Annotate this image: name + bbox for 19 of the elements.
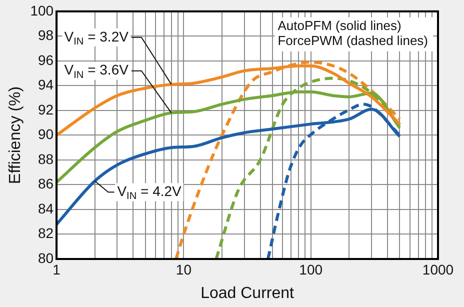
y-tick-label: 98 — [38, 27, 54, 44]
y-tick-label: 80 — [38, 250, 54, 266]
y-tick-label: 96 — [38, 52, 54, 68]
y-tick-label: 84 — [38, 200, 54, 216]
annotation: ForcePWM (dashed lines) — [278, 32, 428, 48]
x-tick-label: 10 — [176, 261, 192, 278]
y-tick-label: 82 — [38, 225, 54, 242]
x-tick-label: 1 — [52, 261, 61, 278]
y-tick-label: 92 — [38, 101, 54, 118]
y-axis-title: Efficiency (%) — [7, 86, 24, 184]
x-tick-label: 1000 — [422, 261, 454, 278]
y-tick-label: 94 — [38, 76, 54, 93]
annotation: AutoPFM (solid lines) — [278, 18, 402, 33]
x-tick-label: 100 — [299, 261, 323, 278]
y-tick-label: 88 — [38, 150, 54, 167]
y-tick-label: 86 — [38, 176, 54, 192]
y-tick-label: 90 — [38, 126, 54, 142]
y-tick-label: 100 — [30, 2, 54, 18]
x-axis-title: Load Current — [200, 284, 295, 302]
